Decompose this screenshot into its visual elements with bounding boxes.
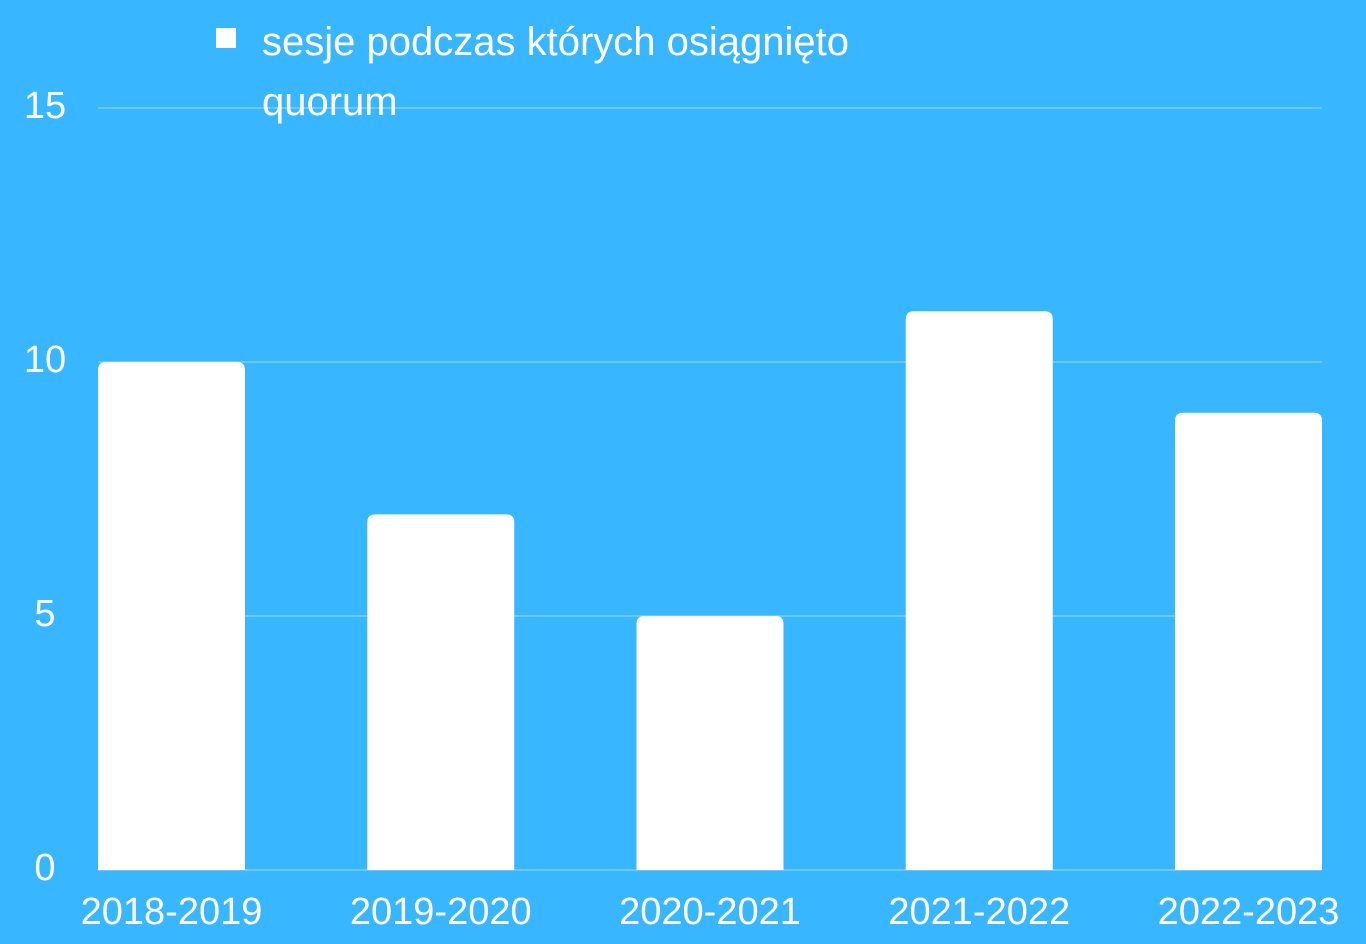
legend: sesje podczas których osiągnięto quorum [216, 12, 936, 132]
bar [98, 362, 245, 870]
x-tick-label: 2021-2022 [888, 891, 1070, 933]
x-tick-label: 2019-2020 [350, 891, 532, 933]
legend-swatch [216, 28, 236, 48]
y-tick-label: 5 [34, 593, 55, 635]
x-tick-label: 2018-2019 [81, 891, 263, 933]
bar [1175, 412, 1322, 870]
bar [905, 311, 1053, 870]
legend-label: sesje podczas których osiągnięto quorum [262, 20, 849, 124]
bar [636, 616, 784, 870]
y-tick-label: 0 [34, 847, 55, 889]
x-tick-label: 2020-2021 [619, 891, 801, 933]
y-tick-label: 15 [24, 85, 66, 127]
y-tick-label: 10 [24, 339, 66, 381]
x-tick-label: 2022-2023 [1158, 891, 1340, 933]
bar [367, 514, 515, 870]
